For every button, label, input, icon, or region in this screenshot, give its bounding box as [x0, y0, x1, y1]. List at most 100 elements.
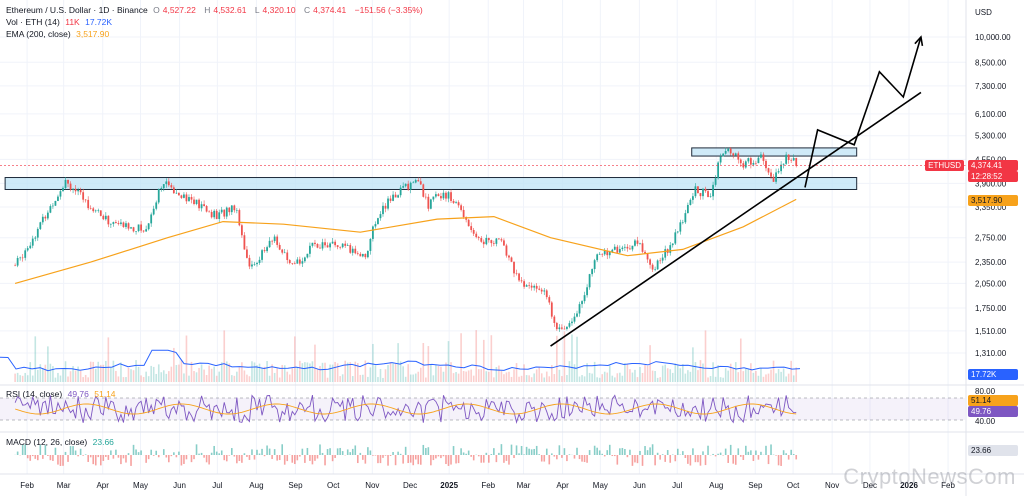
rsi-legend[interactable]: RSI (14, close) 49.76 51.14 — [6, 389, 119, 400]
volume-bar — [87, 377, 89, 382]
candle-body — [787, 154, 790, 161]
rsi-value-a: 49.76 — [67, 389, 89, 399]
volume-bar — [387, 365, 389, 382]
macd-bar — [183, 455, 185, 464]
volume-bar — [49, 363, 52, 382]
symbol-title[interactable]: Ethereum / U.S. Dollar · 1D · Binance — [6, 5, 148, 15]
macd-bar — [105, 455, 107, 457]
volume-bar — [326, 377, 329, 382]
macd-bar — [664, 455, 666, 462]
volume-bar — [558, 369, 561, 382]
price-tick: 3,350.00 — [975, 203, 1007, 212]
volume-bar — [528, 375, 530, 382]
volume-bar — [248, 376, 251, 382]
volume-bar — [755, 370, 757, 382]
macd-bar — [430, 455, 432, 466]
volume-bar — [616, 373, 619, 382]
macd-bar — [339, 447, 341, 455]
volume-bar — [331, 364, 334, 382]
candle-body — [399, 187, 402, 196]
macd-bar — [699, 455, 702, 466]
macd-bar — [319, 444, 321, 455]
macd-bar — [639, 450, 641, 455]
volume-bar — [727, 370, 729, 382]
macd-bar — [535, 445, 538, 455]
volume-bar — [676, 365, 679, 382]
macd-legend[interactable]: MACD (12, 26, close) 23.66 — [6, 437, 117, 448]
volume-bar — [39, 364, 42, 382]
candle-body — [697, 186, 699, 194]
candle-body — [699, 193, 702, 197]
macd-bar — [102, 455, 105, 461]
candle-body — [349, 245, 352, 253]
volume-bar — [523, 364, 525, 382]
volume-bar — [67, 376, 69, 382]
candle-body — [586, 287, 588, 296]
volume-bar — [218, 371, 221, 382]
volume-bar — [251, 361, 253, 382]
candle-body — [767, 168, 770, 173]
resistance-zone[interactable] — [4, 177, 858, 190]
resistance-zone[interactable] — [691, 147, 858, 157]
macd-bar — [611, 455, 614, 457]
close-value: C 4,374.41 — [304, 5, 347, 15]
candle-body — [177, 192, 180, 196]
candle-body — [77, 189, 80, 192]
candle-body — [472, 229, 475, 234]
volume-bar — [62, 369, 64, 382]
candle-body — [445, 192, 447, 199]
candle-body — [331, 241, 334, 244]
macd-bar — [301, 448, 304, 455]
macd-bar — [682, 451, 684, 455]
volume-bar — [278, 377, 281, 382]
macd-bar — [137, 452, 140, 455]
macd-bar — [356, 455, 359, 464]
candle-body — [377, 218, 379, 225]
volume-bar — [84, 374, 87, 382]
candle-body — [651, 264, 654, 270]
macd-bar — [152, 455, 155, 456]
time-tick: Dec — [403, 481, 417, 490]
macd-bar — [792, 454, 795, 455]
candle-body — [505, 245, 508, 256]
volume-bar — [717, 365, 719, 382]
macd-bar — [442, 455, 445, 457]
candle-body — [435, 194, 437, 197]
volume-bar — [480, 369, 483, 382]
candle-body — [195, 199, 198, 205]
macd-bar — [228, 455, 231, 456]
candle-body — [732, 153, 735, 156]
macd-bar — [636, 455, 639, 464]
macd-bar — [329, 448, 331, 455]
macd-bar — [508, 455, 510, 465]
macd-bar — [452, 446, 455, 455]
volume-bar — [729, 363, 732, 382]
macd-bar — [510, 444, 513, 455]
volume-bar — [14, 373, 16, 382]
time-tick: Jun — [633, 481, 646, 490]
macd-bar — [236, 455, 238, 464]
candle-body — [215, 210, 218, 219]
volume-bar — [291, 368, 294, 382]
candle-body — [581, 301, 583, 305]
candle-body — [59, 191, 62, 197]
candle-body — [109, 223, 112, 225]
time-axis[interactable]: Feb Mar Apr May Jun Jul Aug Sep Oct Nov Dec 2025 Feb… — [20, 481, 955, 490]
macd-bar — [631, 455, 634, 466]
volume-legend[interactable]: Vol · ETH (14) 11K 17.72K — [6, 17, 115, 28]
macd-bar — [629, 449, 631, 455]
rsi-value-b: 51.14 — [94, 389, 116, 399]
volume-bar — [309, 363, 311, 382]
volume-bar — [42, 368, 44, 382]
rsi-level-80: 80.00 — [975, 387, 996, 396]
volume-value-a: 11K — [65, 17, 80, 27]
volume-bar — [624, 363, 626, 382]
ema-legend[interactable]: EMA (200, close) 3,517.90 — [6, 29, 112, 40]
candle-body — [477, 237, 480, 239]
macd-bar — [717, 453, 719, 455]
volume-bar — [699, 360, 702, 382]
macd-bar — [528, 448, 530, 455]
price-axis[interactable]: 10,000.00 8,500.00 7,300.00 6,100.00 5,300.0… — [975, 33, 1011, 358]
